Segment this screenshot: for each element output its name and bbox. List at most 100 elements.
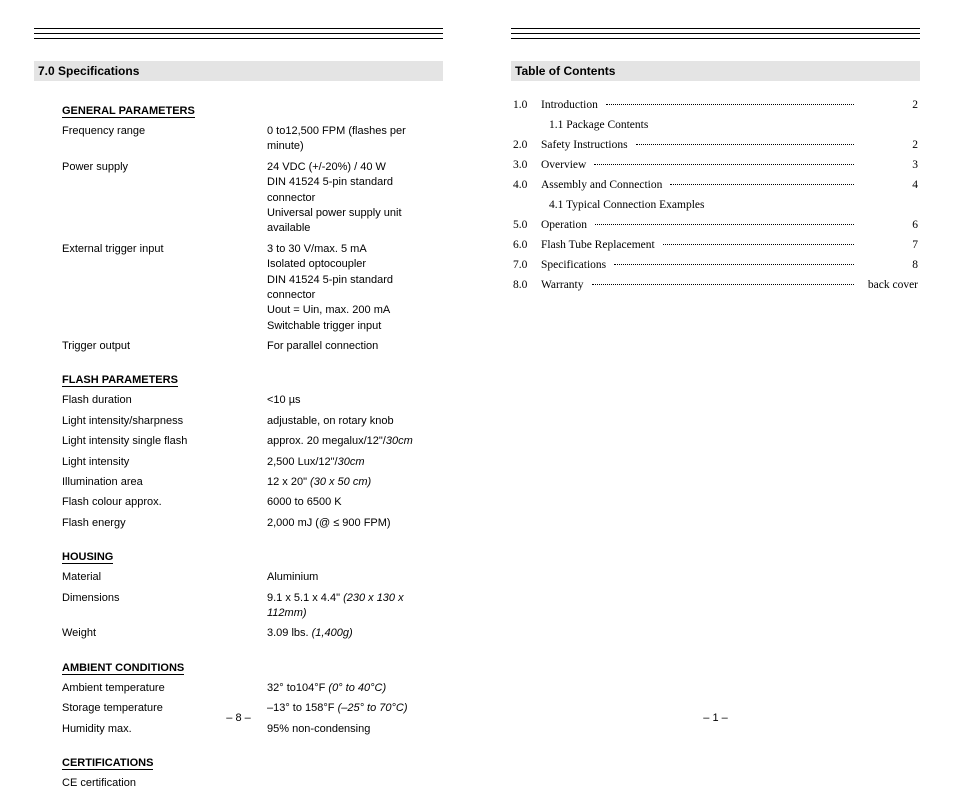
spec-row: Flash energy2,000 mJ (@ ≤ 900 FPM) bbox=[62, 516, 439, 531]
spec-value: Aluminium bbox=[267, 570, 439, 585]
spec-label: Weight bbox=[62, 626, 267, 641]
spec-group-title: CERTIFICATIONS bbox=[62, 757, 153, 770]
spec-label: Light intensity/sharpness bbox=[62, 414, 267, 429]
toc-dots bbox=[670, 184, 854, 185]
spec-row: Flash colour approx.6000 to 6500 K bbox=[62, 495, 439, 510]
page-number-right: – 1 – bbox=[477, 712, 954, 724]
spec-row: Light intensity single flashapprox. 20 m… bbox=[62, 434, 439, 449]
toc-subitem: 4.1 Typical Connection Examples bbox=[513, 199, 918, 211]
spec-row: Power supply24 VDC (+/-20%) / 40 WDIN 41… bbox=[62, 160, 439, 237]
toc-num: 8.0 bbox=[513, 279, 541, 291]
spec-group: FLASH PARAMETERS Flash duration<10 µs Ligh… bbox=[62, 368, 439, 531]
spec-group-title: AMBIENT CONDITIONS bbox=[62, 662, 184, 675]
toc-num: 7.0 bbox=[513, 259, 541, 271]
spec-label: Illumination area bbox=[62, 475, 267, 490]
toc-subitem: 1.1 Package Contents bbox=[513, 119, 918, 131]
spec-label: CE certification bbox=[62, 776, 267, 791]
toc-dots bbox=[614, 264, 854, 265]
spec-label: Trigger output bbox=[62, 339, 267, 354]
spec-label: Ambient temperature bbox=[62, 681, 267, 696]
spec-group: AMBIENT CONDITIONS Ambient temperature 32… bbox=[62, 656, 439, 737]
spec-value: 3.09 lbs. (1,400g) bbox=[267, 626, 439, 641]
toc-dots bbox=[663, 244, 854, 245]
table-of-contents: 1.0Introduction21.1 Package Contents2.0S… bbox=[511, 99, 920, 299]
toc-title: Introduction bbox=[541, 99, 602, 111]
spec-row: Illumination area12 x 20" (30 x 50 cm) bbox=[62, 475, 439, 490]
right-page: Table of Contents 1.0Introduction 2 1.1 Pa… bbox=[477, 0, 954, 738]
spec-value: 0 to12,500 FPM (flashes per minute) bbox=[267, 124, 439, 155]
spec-row: Ambient temperature 32° to104°F (0° to 4… bbox=[62, 681, 439, 696]
spec-group-title: GENERAL PARAMETERS bbox=[62, 105, 195, 118]
spec-value: <10 µs bbox=[267, 393, 439, 408]
page-number-left: – 8 – bbox=[0, 712, 477, 724]
spec-group-title: HOUSING bbox=[62, 551, 113, 564]
section-heading-toc: Table of Contents bbox=[511, 61, 920, 81]
spec-label: Frequency range bbox=[62, 124, 267, 139]
spec-row: Light intensity/sharpnessadjustable, on … bbox=[62, 414, 439, 429]
spec-group: CERTIFICATIONS CE certification bbox=[62, 751, 439, 791]
toc-page: 2 bbox=[858, 139, 918, 151]
toc-num: 5.0 bbox=[513, 219, 541, 231]
top-rules bbox=[34, 28, 443, 43]
toc-page: back cover bbox=[858, 279, 918, 291]
spec-row: CE certification bbox=[62, 776, 439, 791]
spec-value: 6000 to 6500 K bbox=[267, 495, 439, 510]
spec-row: External trigger input3 to 30 V/max. 5 m… bbox=[62, 242, 439, 334]
spec-value: For parallel connection bbox=[267, 339, 439, 354]
toc-title: Safety Instructions bbox=[541, 139, 632, 151]
toc-page: 2 bbox=[858, 99, 918, 111]
spec-row: Dimensions9.1 x 5.1 x 4.4" (230 x 130 x … bbox=[62, 591, 439, 622]
spec-row: Weight3.09 lbs. (1,400g) bbox=[62, 626, 439, 641]
toc-title: Assembly and Connection bbox=[541, 179, 666, 191]
toc-dots bbox=[636, 144, 854, 145]
toc-dots bbox=[592, 284, 855, 285]
toc-dots bbox=[594, 164, 854, 165]
specifications-content: GENERAL PARAMETERS Frequency range0 to12,… bbox=[34, 99, 443, 805]
spec-row: Trigger outputFor parallel connection bbox=[62, 339, 439, 354]
spec-value: 2,500 Lux/12"/30cm bbox=[267, 455, 439, 470]
toc-num: 1.0 bbox=[513, 99, 541, 111]
toc-item: 3.0Overview 3 bbox=[513, 159, 918, 171]
spec-value: 3 to 30 V/max. 5 mAIsolated optocouplerD… bbox=[267, 242, 439, 334]
toc-item: 8.0Warrantyback cover bbox=[513, 279, 918, 291]
toc-title: Specifications bbox=[541, 259, 610, 271]
spec-label: Dimensions bbox=[62, 591, 267, 606]
toc-title: Flash Tube Replacement bbox=[541, 239, 659, 251]
spec-value: 24 VDC (+/-20%) / 40 WDIN 41524 5-pin st… bbox=[267, 160, 439, 237]
spec-row: Light intensity2,500 Lux/12"/30cm bbox=[62, 455, 439, 470]
toc-item: 1.0Introduction 2 bbox=[513, 99, 918, 111]
spec-label: Flash colour approx. bbox=[62, 495, 267, 510]
toc-item: 5.0Operation 6 bbox=[513, 219, 918, 231]
spec-row: MaterialAluminium bbox=[62, 570, 439, 585]
toc-page: 6 bbox=[858, 219, 918, 231]
spec-label: External trigger input bbox=[62, 242, 267, 257]
toc-num: 3.0 bbox=[513, 159, 541, 171]
toc-page: 8 bbox=[858, 259, 918, 271]
toc-num: 2.0 bbox=[513, 139, 541, 151]
spec-value: 2,000 mJ (@ ≤ 900 FPM) bbox=[267, 516, 439, 531]
toc-dots bbox=[595, 224, 854, 225]
spec-group-title: FLASH PARAMETERS bbox=[62, 374, 178, 387]
spec-value: 32° to104°F (0° to 40°C) bbox=[267, 681, 439, 696]
toc-page: 4 bbox=[858, 179, 918, 191]
toc-page: 7 bbox=[858, 239, 918, 251]
spec-label: Power supply bbox=[62, 160, 267, 175]
toc-title: Operation bbox=[541, 219, 591, 231]
toc-item: 7.0Specifications 8 bbox=[513, 259, 918, 271]
spec-row: Frequency range0 to12,500 FPM (flashes p… bbox=[62, 124, 439, 155]
toc-num: 4.0 bbox=[513, 179, 541, 191]
toc-page: 3 bbox=[858, 159, 918, 171]
spec-group: HOUSING MaterialAluminium Dimensions9.1 x … bbox=[62, 545, 439, 642]
section-heading-specifications: 7.0 Specifications bbox=[34, 61, 443, 81]
toc-item: 2.0Safety Instructions 2 bbox=[513, 139, 918, 151]
spec-label: Light intensity single flash bbox=[62, 434, 267, 449]
toc-item: 4.0Assembly and Connection 4 bbox=[513, 179, 918, 191]
toc-title: Overview bbox=[541, 159, 590, 171]
toc-num: 6.0 bbox=[513, 239, 541, 251]
spec-value: 9.1 x 5.1 x 4.4" (230 x 130 x 112mm) bbox=[267, 591, 439, 622]
spec-label: Light intensity bbox=[62, 455, 267, 470]
spec-row: Flash duration<10 µs bbox=[62, 393, 439, 408]
top-rules bbox=[511, 28, 920, 43]
spec-value: approx. 20 megalux/12"/30cm bbox=[267, 434, 439, 449]
toc-dots bbox=[606, 104, 854, 105]
